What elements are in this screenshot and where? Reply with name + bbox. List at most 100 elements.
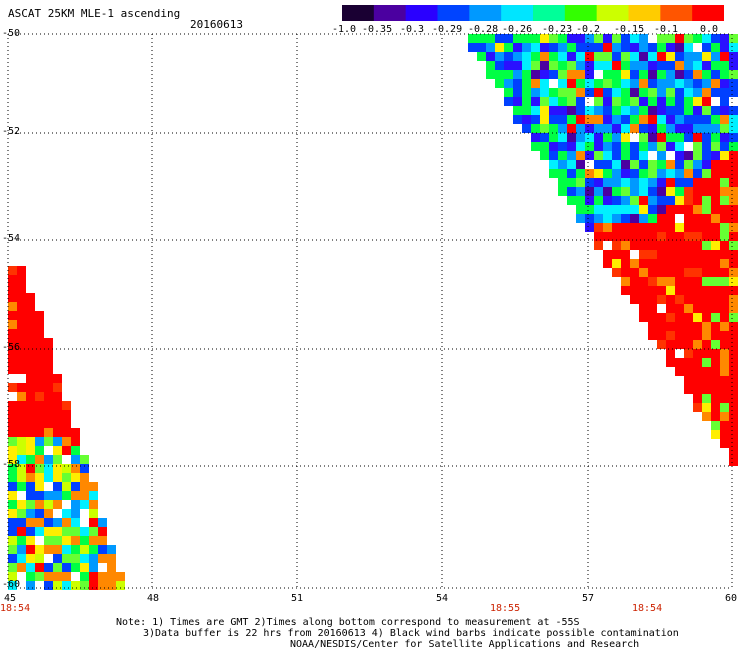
data-cell [630,196,639,205]
data-cell [26,347,35,356]
lat-label-56: -56 [2,342,21,353]
data-cell [666,232,675,241]
data-cell [720,277,729,286]
data-cell [549,133,558,142]
data-cell [576,79,585,88]
data-cell [711,412,720,421]
data-cell [504,43,513,52]
data-cell [666,322,675,331]
data-cell [630,286,639,295]
data-cell [666,115,675,124]
data-cell [585,124,594,133]
data-cell [693,268,702,277]
data-cell [504,70,513,79]
data-cell [17,563,26,572]
colorbar-segment [437,5,470,21]
data-cell [107,563,116,572]
data-cell [711,430,720,439]
data-cell [8,311,17,320]
data-cell [116,572,125,581]
data-cell [639,43,648,52]
data-cell [729,61,738,70]
data-cell [603,88,612,97]
data-cell [531,133,540,142]
data-cell [80,563,89,572]
data-cell [17,401,26,410]
colorbar-label: -1.0 [332,24,357,35]
data-cell [486,43,495,52]
data-cell [729,250,738,259]
data-cell [711,250,720,259]
data-cell [567,88,576,97]
data-cell [702,241,711,250]
data-cell [621,70,630,79]
data-cell [630,142,639,151]
data-cell [71,482,80,491]
data-cell [720,196,729,205]
data-cell [612,178,621,187]
data-cell [576,205,585,214]
data-cell [684,250,693,259]
data-cell [17,491,26,500]
data-cell [702,97,711,106]
data-cell [567,115,576,124]
note-line-3: NOAA/NESDIS/Center for Satellite Applica… [290,639,640,650]
data-cell [53,410,62,419]
data-cell [603,232,612,241]
data-cell [71,437,80,446]
data-cell [513,97,522,106]
data-cell [585,61,594,70]
data-cell [576,160,585,169]
colorbar-gradient [342,5,725,21]
data-cell [594,52,603,61]
data-cell [693,106,702,115]
data-cell [666,358,675,367]
data-cell [693,178,702,187]
data-cell [98,581,107,590]
data-cell [531,34,540,43]
data-cell [675,133,684,142]
data-cell [693,70,702,79]
colorbar-segment [596,5,630,21]
data-cell [720,385,729,394]
data-cell [17,383,26,392]
data-cell [44,491,53,500]
data-cell [702,52,711,61]
data-cell [684,385,693,394]
data-cell [35,356,44,365]
data-cell [720,421,729,430]
data-cell [53,581,62,590]
data-cell [684,340,693,349]
data-cell [612,232,621,241]
lon-label-45: 45 [4,593,17,604]
data-cell [35,329,44,338]
data-cell [657,133,666,142]
data-cell [729,439,738,448]
data-cell [693,313,702,322]
data-cell [8,527,17,536]
product-date: 20160613 [190,18,243,31]
data-cell [693,385,702,394]
data-cell [675,88,684,97]
data-cell [648,232,657,241]
data-cell [26,563,35,572]
data-cell [693,151,702,160]
data-cell [80,527,89,536]
data-cell [702,106,711,115]
data-cell [53,545,62,554]
data-cell [558,178,567,187]
data-cell [89,500,98,509]
data-cell [35,581,44,590]
data-cell [711,313,720,322]
data-cell [80,545,89,554]
data-cell [693,295,702,304]
data-cell [621,133,630,142]
data-cell [702,223,711,232]
data-cell [675,223,684,232]
data-cell [684,88,693,97]
data-cell [8,401,17,410]
data-cell [17,374,26,383]
data-cell [675,358,684,367]
note-line-2: 3)Data buffer is 22 hrs from 20160613 4)… [143,628,679,639]
data-cell [639,196,648,205]
